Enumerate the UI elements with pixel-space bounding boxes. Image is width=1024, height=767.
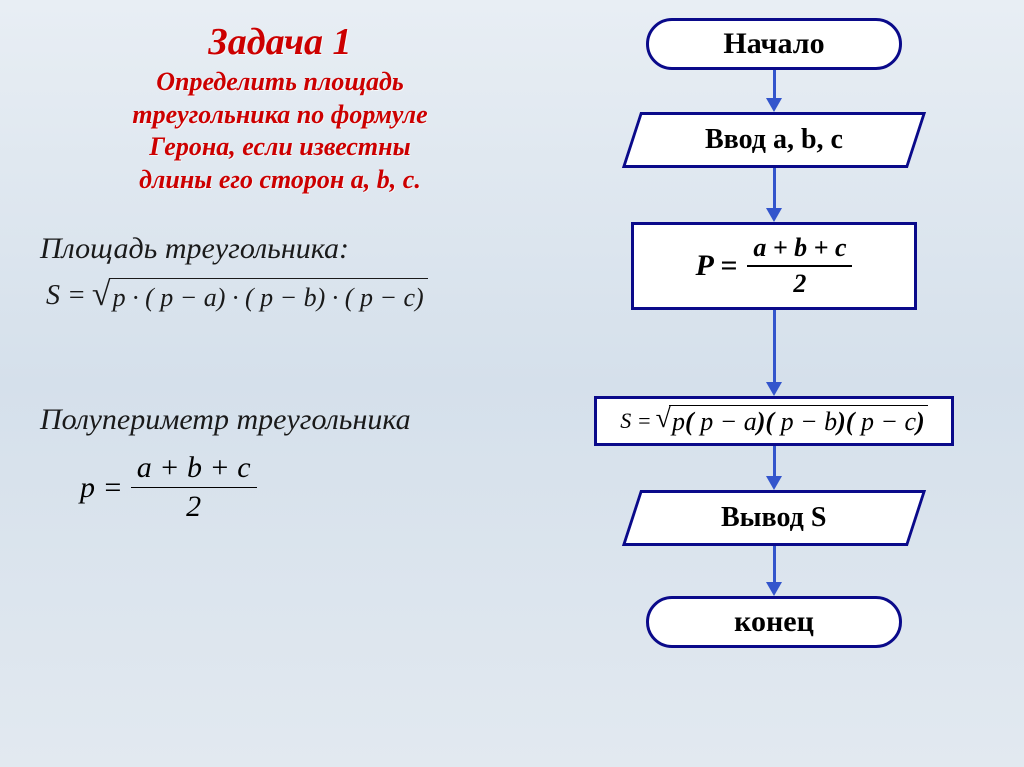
arrow-stem: [773, 546, 776, 582]
fraction-numerator: a + b + c: [131, 451, 257, 488]
flow-input: Ввод a, b, c: [622, 112, 926, 168]
arrow-stem: [773, 310, 776, 382]
flow-process-p: P = a + b + c 2: [631, 222, 917, 310]
subtitle-line: Герона, если известны: [149, 132, 410, 161]
flow-output: Вывод S: [622, 490, 926, 546]
formula-lhs: p =: [80, 471, 123, 505]
arrow-down-icon: [766, 476, 782, 490]
formula-lhs: S =: [620, 408, 651, 434]
arrow-down-icon: [766, 208, 782, 222]
task-title: Задача 1: [40, 20, 520, 64]
subtitle-line: длины его сторон a, b, c.: [139, 165, 421, 194]
arrow-down-icon: [766, 98, 782, 112]
arrow-down-icon: [766, 382, 782, 396]
flow-arrow: [766, 546, 782, 596]
sqrt-expression: √ p( p − a)( p − b)( p − c): [656, 405, 928, 437]
area-label: Площадь треугольника:: [40, 232, 520, 266]
arrow-down-icon: [766, 582, 782, 596]
task-subtitle: Определить площадь треугольника по форму…: [40, 66, 520, 196]
sqrt-body: p( p − a)( p − b)( p − c): [669, 405, 928, 437]
flow-start: Начало: [646, 18, 902, 70]
fraction-denominator: 2: [131, 488, 257, 524]
flowchart: Начало Ввод a, b, c P = a + b + c 2 S = …: [574, 18, 974, 648]
formula-lhs: S =: [46, 280, 86, 312]
flow-process-s: S = √ p( p − a)( p − b)( p − c): [594, 396, 954, 446]
subtitle-line: Определить площадь: [156, 67, 404, 96]
arrow-stem: [773, 446, 776, 476]
flow-arrow: [766, 168, 782, 222]
fraction: a + b + c 2: [747, 233, 852, 299]
flow-output-label: Вывод S: [721, 502, 826, 534]
formula-lhs: P =: [696, 249, 738, 283]
flow-arrow: [766, 70, 782, 112]
arrow-stem: [773, 70, 776, 98]
fraction-denominator: 2: [747, 267, 852, 299]
sqrt-expression: √ p · ( p − a) · ( p − b) · ( p − c): [92, 278, 428, 313]
sqrt-body: p · ( p − a) · ( p − b) · ( p − c): [109, 278, 428, 313]
flow-input-label: Ввод a, b, c: [705, 124, 843, 156]
flow-arrow: [766, 446, 782, 490]
fraction: a + b + c 2: [131, 451, 257, 524]
flow-end: конец: [646, 596, 902, 648]
heron-area-formula: S = √ p · ( p − a) · ( p − b) · ( p − c): [46, 278, 520, 313]
arrow-stem: [773, 168, 776, 208]
fraction-numerator: a + b + c: [747, 233, 852, 267]
subtitle-line: треугольника по формуле: [132, 100, 427, 129]
semiperimeter-label: Полупериметр треугольника: [40, 403, 520, 437]
flow-arrow: [766, 310, 782, 396]
semiperimeter-formula: p = a + b + c 2: [80, 451, 520, 524]
